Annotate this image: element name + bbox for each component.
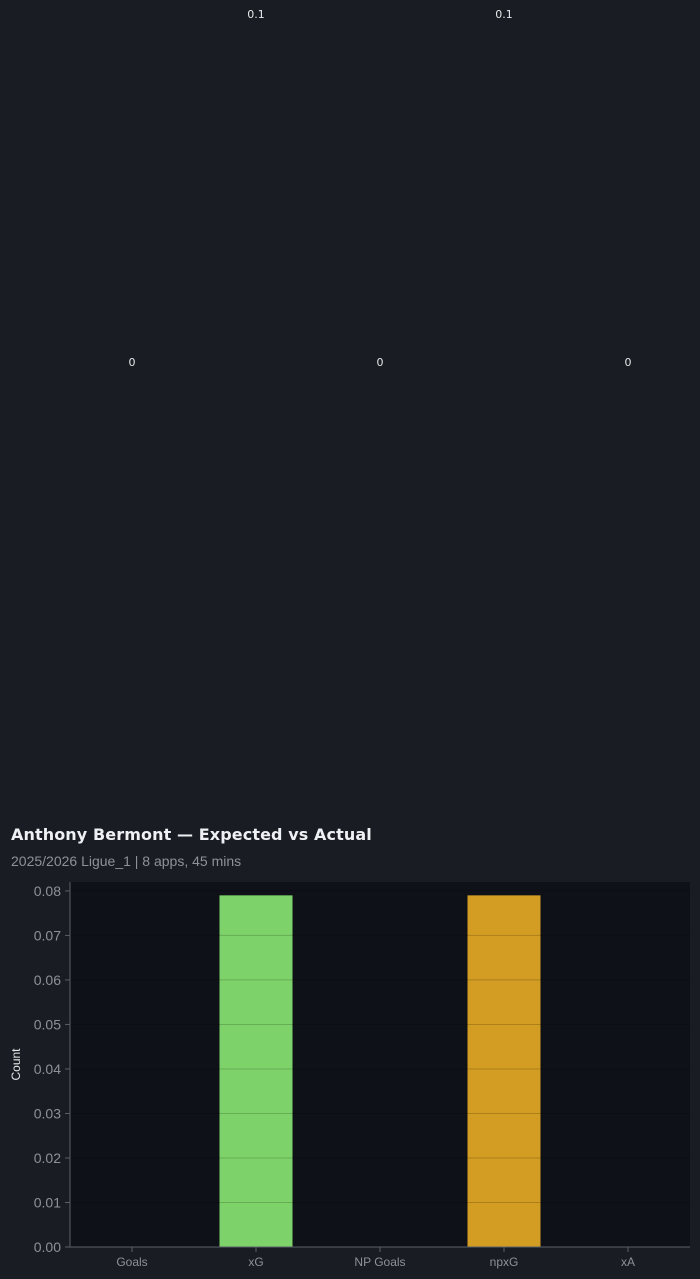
y-tick-label: 0.07 — [34, 927, 61, 943]
y-tick-label: 0.00 — [34, 1239, 61, 1255]
y-tick-label: 0.05 — [34, 1016, 61, 1032]
x-tick-label: xA — [621, 1255, 635, 1269]
y-tick-label: 0.03 — [34, 1105, 61, 1121]
y-tick-label: 0.06 — [34, 972, 61, 988]
bar-value-label: 0 — [624, 356, 632, 369]
plot-area — [70, 882, 690, 1247]
y-tick-label: 0.02 — [34, 1150, 61, 1166]
bar-xg — [219, 895, 293, 1247]
chart-subtitle: 2025/2026 Ligue_1 | 8 apps, 45 mins — [11, 853, 242, 869]
x-tick-label: npxG — [490, 1255, 519, 1269]
bar-npxg — [467, 895, 541, 1247]
y-tick-label: 0.04 — [34, 1061, 61, 1077]
x-tick-label: NP Goals — [354, 1255, 405, 1269]
chart-title: Anthony Bermont — Expected vs Actual — [11, 825, 372, 844]
y-tick-label: 0.08 — [34, 883, 61, 899]
x-tick-label: Goals — [116, 1255, 147, 1269]
bar-value-label: 0 — [128, 356, 136, 369]
y-tick-label: 0.01 — [34, 1194, 61, 1210]
y-axis-label: Count — [9, 1048, 23, 1081]
x-tick-label: xG — [248, 1255, 263, 1269]
bar-value-label: 0.1 — [247, 8, 265, 21]
bar-value-label: 0.1 — [495, 8, 513, 21]
bar-value-label: 0 — [376, 356, 384, 369]
